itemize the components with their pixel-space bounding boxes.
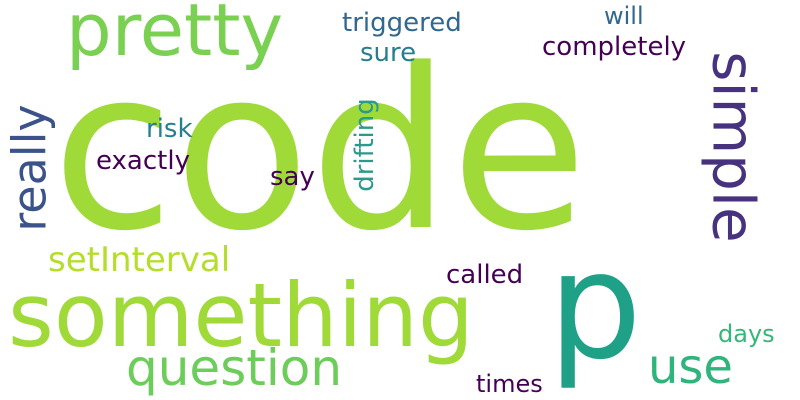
word-triggered: triggered — [342, 8, 462, 38]
word-sure: sure — [360, 38, 417, 68]
word-question: question — [126, 339, 343, 397]
word-called: called — [446, 260, 524, 290]
word-code: code — [52, 22, 588, 280]
word-something: something — [8, 264, 474, 367]
word-days: days — [718, 320, 775, 348]
word-risk: risk — [146, 114, 193, 144]
word-simple: simple — [699, 51, 768, 243]
word-pretty: pretty — [66, 0, 284, 72]
word-use: use — [648, 339, 733, 395]
word-say: say — [270, 162, 315, 192]
word-setinterval: setInterval — [48, 240, 231, 280]
word-will: will — [604, 2, 644, 30]
word-really: really — [2, 104, 57, 232]
word-completely: completely — [542, 32, 687, 62]
word-p: p — [548, 220, 642, 392]
word-exactly: exactly — [96, 146, 190, 176]
word-drifting: drifting — [349, 98, 380, 192]
word-times: times — [476, 370, 543, 398]
